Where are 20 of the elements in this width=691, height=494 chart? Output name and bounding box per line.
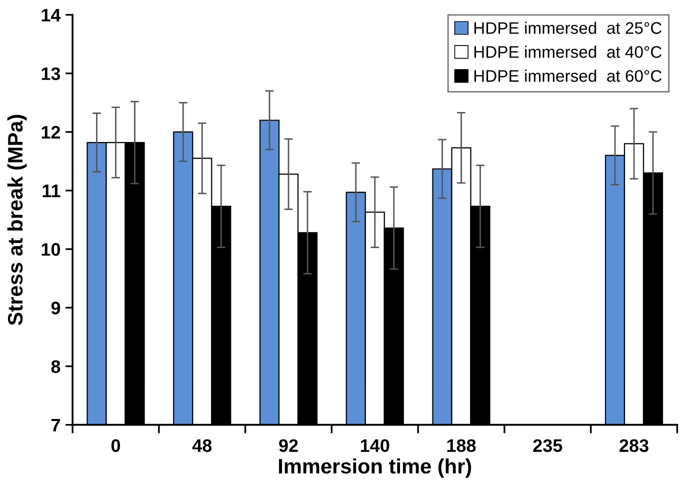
x-axis-title: Immersion time (hr) [279,458,472,478]
y-tick-label: 10 [42,243,60,256]
y-tick-label: 12 [42,126,60,139]
y-tick-label: 8 [51,360,60,373]
y-tick-label: 9 [51,302,60,314]
y-tick-label: 11 [42,184,60,198]
legend-label: HDPE immersed at 40°C [474,46,662,58]
x-tick-label: 235 [533,439,562,452]
legend-label: HDPE immersed at 25°C [474,22,662,34]
y-axis-title: Stress at break (MPa) [7,114,27,326]
x-tick-label: 92 [279,439,298,452]
x-tick-label: 140 [360,439,390,452]
x-tick-label: 0 [111,439,120,452]
y-tick-label: 13 [42,67,60,80]
x-tick-label: 188 [447,439,476,452]
x-tick-label: 48 [192,439,212,452]
x-tick-label: 283 [620,439,648,452]
legend-label: HDPE immersed at 60°C [474,70,662,82]
y-tick-label: 14 [42,8,61,22]
y-tick-label: 7 [51,418,60,432]
